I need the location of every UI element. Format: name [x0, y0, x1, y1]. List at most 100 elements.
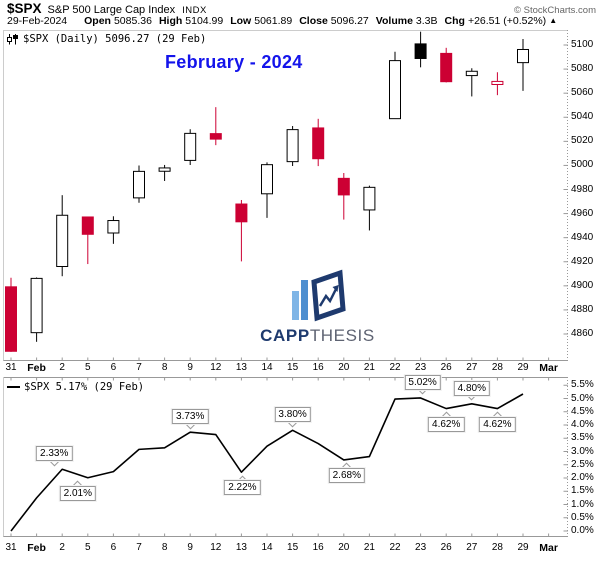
x-axis-label: 31: [5, 542, 17, 553]
callout-label: 4.80%: [453, 380, 490, 396]
y-axis-label: 4940: [571, 231, 594, 243]
x-axis-label: 16: [312, 362, 324, 373]
candle: [389, 51, 401, 120]
x-axis-label: 8: [161, 362, 168, 373]
performance-chart: [3, 377, 568, 537]
chart-title: February - 2024: [165, 52, 303, 72]
candle: [517, 38, 529, 91]
quote-line: 29-Feb-2024 Open 5085.36 High 5104.99 Low 506…: [7, 15, 557, 27]
quote-field-value: 5104.99: [185, 15, 224, 27]
x-axis-label: 6: [110, 542, 117, 553]
y-axis-label: 4.5%: [571, 405, 594, 417]
change-up-icon: ▲: [549, 16, 558, 25]
y-axis-label: 4920: [571, 255, 594, 267]
quote-fields: Open 5085.36 High 5104.99 Low 5061.89 Close 509…: [77, 15, 546, 27]
y-axis-label: 1.0%: [571, 498, 594, 510]
candle: [30, 277, 43, 342]
x-axis-label: 9: [187, 362, 193, 373]
y-axis-label: 5.5%: [571, 379, 594, 391]
x-axis-label: 5: [85, 362, 91, 373]
x-axis-label: 27: [466, 542, 478, 553]
y-axis-label: 4900: [571, 279, 594, 291]
y-axis-label: 0.5%: [571, 511, 594, 523]
x-axis-label: Feb: [27, 542, 46, 554]
x-axis-label: 27: [466, 362, 478, 373]
candlestick-legend: $SPX (Daily) 5096.27 (29 Feb): [7, 33, 206, 45]
performance-line: [10, 393, 524, 532]
y-axis-label: 1.5%: [571, 485, 594, 497]
callout-label: 2.33%: [36, 446, 73, 462]
quote-field-label: High: [158, 15, 183, 27]
candle-body: [107, 220, 120, 234]
candle-body: [491, 80, 504, 85]
candle-body: [184, 132, 197, 161]
candle-body: [414, 43, 427, 59]
x-axis-label: 14: [261, 362, 273, 373]
candle: [440, 47, 453, 83]
callout-label: 2.01%: [59, 485, 96, 501]
candle-body: [261, 164, 273, 195]
x-axis-label: 9: [187, 542, 193, 553]
chart-header: $SPX S&P 500 Large Cap Index INDX © Stoc…: [7, 1, 596, 16]
candlestick-legend-text: $SPX (Daily) 5096.27 (29 Feb): [23, 33, 207, 45]
candle-body: [158, 167, 171, 172]
quote-field-value: 3.3B: [415, 15, 438, 27]
candle: [286, 126, 299, 166]
candle: [235, 199, 248, 262]
logo-text: CAPPTHESIS: [260, 326, 375, 346]
quote-field-label: Close: [299, 15, 328, 27]
cappthesis-logo-icon: [291, 269, 346, 322]
candle: [107, 216, 120, 244]
candle: [184, 129, 197, 166]
candle: [491, 72, 504, 96]
x-axis-label: 2: [59, 542, 65, 553]
y-axis-label: 5020: [571, 135, 594, 147]
x-axis-label: 29: [517, 542, 529, 553]
x-axis-label: Mar: [539, 542, 558, 554]
index-name: S&P 500 Large Cap Index: [47, 4, 176, 16]
y-axis-label: 5.0%: [571, 392, 594, 404]
line-swatch-icon: [7, 386, 20, 388]
x-axis-label: 12: [210, 542, 222, 553]
y-axis-label: 5060: [571, 87, 594, 99]
candle: [414, 31, 427, 68]
quote-field-label: Low: [230, 15, 252, 27]
stockcharts-copyright: © StockCharts.com: [514, 5, 596, 16]
callout-label: 3.73%: [172, 409, 209, 425]
candle-body: [465, 70, 478, 77]
x-axis-label: 28: [491, 542, 503, 553]
x-axis-label: 26: [440, 542, 452, 553]
y-axis-label: 4960: [571, 207, 594, 219]
y-axis-label: 4980: [571, 183, 594, 195]
x-axis-label: 15: [287, 362, 299, 373]
logo-text-primary: CAPP: [260, 326, 310, 345]
y-axis-label: 4880: [571, 303, 594, 315]
x-axis-label: 7: [136, 542, 142, 553]
candle-body: [312, 127, 325, 160]
x-axis-label: 29: [517, 362, 529, 373]
logo-text-secondary: THESIS: [309, 326, 375, 345]
x-axis-label: 20: [338, 362, 350, 373]
x-axis-label: 7: [136, 362, 142, 373]
x-axis-label: 26: [440, 362, 452, 373]
callout-label: 4.62%: [428, 416, 465, 432]
candle-body: [56, 214, 69, 268]
y-axis-label: 5000: [571, 159, 594, 171]
quote-field-value: 5085.36: [113, 15, 152, 27]
y-axis-label: 2.0%: [571, 472, 594, 483]
x-axis-label: 20: [338, 542, 350, 553]
candle: [158, 164, 171, 181]
quote-field-value: +26.51 (+0.52%): [467, 15, 547, 27]
candle-body: [389, 60, 401, 120]
x-axis-label: 31: [5, 362, 17, 373]
candle-body: [363, 186, 376, 211]
x-axis-label: 23: [415, 542, 427, 553]
callout-label: 5.02%: [404, 374, 441, 390]
y-axis-label: 0.0%: [571, 525, 594, 536]
y-axis-label: 5040: [571, 111, 594, 123]
cappthesis-logo: CAPPTHESIS: [245, 266, 390, 346]
x-axis-label: 12: [210, 362, 222, 373]
quote-field-label: Chg: [444, 15, 465, 27]
candle: [56, 195, 69, 277]
quote-field-label: Open: [84, 15, 111, 27]
